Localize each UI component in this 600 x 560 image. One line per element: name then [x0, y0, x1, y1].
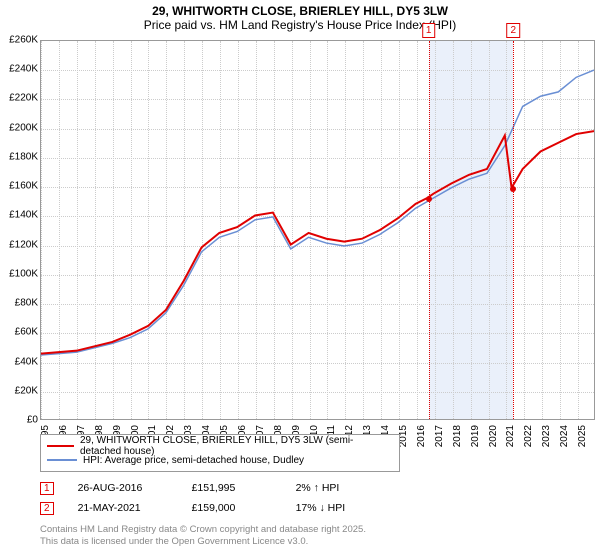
transaction-rows: 1 26-AUG-2016 £151,995 2% ↑ HPI 2 21-MAY… [40, 478, 386, 518]
transaction-date: 26-AUG-2016 [78, 482, 168, 494]
series-hpi [41, 70, 594, 355]
marker-badge: 2 [507, 23, 521, 38]
y-tick-label: £40K [0, 356, 38, 367]
y-tick-label: £200K [0, 122, 38, 133]
legend: 29, WHITWORTH CLOSE, BRIERLEY HILL, DY5 … [40, 434, 400, 472]
transaction-price: £151,995 [192, 482, 272, 494]
footnote-line: Contains HM Land Registry data © Crown c… [40, 524, 366, 536]
x-tick-label: 2019 [470, 425, 481, 455]
chart-container: 29, WHITWORTH CLOSE, BRIERLEY HILL, DY5 … [0, 0, 600, 560]
legend-swatch-red [47, 445, 74, 447]
transaction-date: 21-MAY-2021 [78, 502, 168, 514]
chart-title: 29, WHITWORTH CLOSE, BRIERLEY HILL, DY5 … [0, 4, 600, 18]
x-tick-label: 2024 [559, 425, 570, 455]
y-tick-label: £0 [0, 415, 38, 426]
y-tick-label: £220K [0, 93, 38, 104]
legend-swatch-blue [47, 459, 77, 461]
line-series [41, 41, 594, 419]
marker-dot [426, 196, 432, 202]
transaction-badge: 1 [40, 482, 54, 495]
y-tick-label: £180K [0, 151, 38, 162]
footnote-line: This data is licensed under the Open Gov… [40, 536, 366, 548]
plot-area: 12 [40, 40, 595, 420]
x-tick-label: 2017 [434, 425, 445, 455]
y-tick-label: £60K [0, 327, 38, 338]
legend-item-price: 29, WHITWORTH CLOSE, BRIERLEY HILL, DY5 … [47, 439, 393, 453]
y-tick-label: £160K [0, 181, 38, 192]
marker-badge: 1 [422, 23, 436, 38]
y-tick-label: £100K [0, 268, 38, 279]
footnote: Contains HM Land Registry data © Crown c… [40, 524, 366, 549]
series-price_paid [41, 131, 594, 353]
x-tick-label: 2023 [541, 425, 552, 455]
marker-dot [510, 186, 516, 192]
x-tick-label: 2025 [577, 425, 588, 455]
x-tick-label: 2021 [505, 425, 516, 455]
x-tick-label: 2020 [488, 425, 499, 455]
transaction-price: £159,000 [192, 502, 272, 514]
y-tick-label: £20K [0, 385, 38, 396]
y-tick-label: £140K [0, 210, 38, 221]
x-tick-label: 2022 [523, 425, 534, 455]
x-tick-label: 2016 [416, 425, 427, 455]
y-tick-label: £240K [0, 64, 38, 75]
y-tick-label: £260K [0, 35, 38, 46]
legend-label: HPI: Average price, semi-detached house,… [83, 455, 304, 466]
transaction-row: 2 21-MAY-2021 £159,000 17% ↓ HPI [40, 498, 386, 518]
transaction-pct: 2% ↑ HPI [296, 482, 386, 494]
transaction-pct: 17% ↓ HPI [296, 502, 386, 514]
transaction-badge: 2 [40, 502, 54, 515]
y-tick-label: £80K [0, 298, 38, 309]
y-tick-label: £120K [0, 239, 38, 250]
transaction-row: 1 26-AUG-2016 £151,995 2% ↑ HPI [40, 478, 386, 498]
x-tick-label: 2018 [452, 425, 463, 455]
